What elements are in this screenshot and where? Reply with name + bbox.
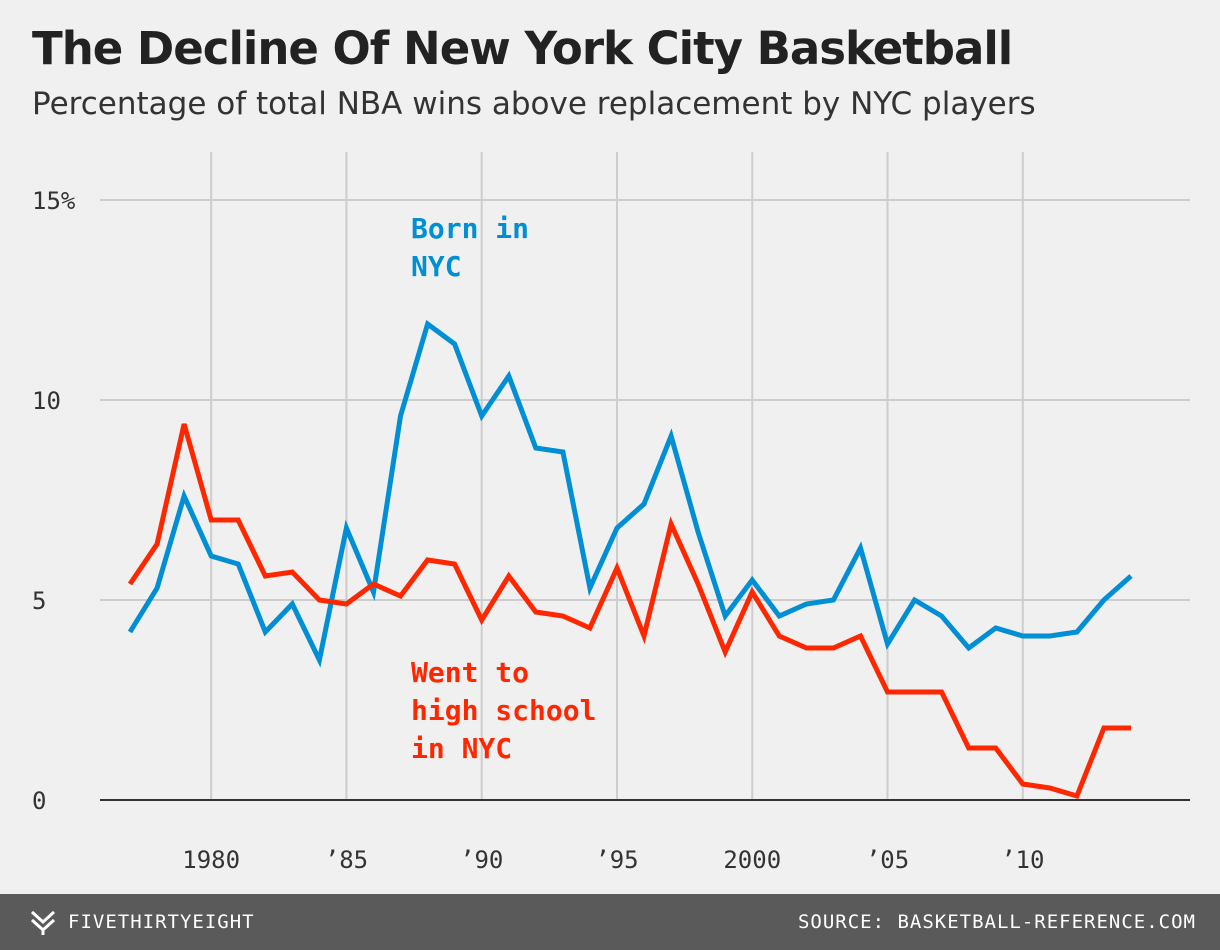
x-tick-label-2010: ’10 <box>1001 846 1044 874</box>
series-annotations: Born in NYC Went to high school in NYC <box>411 212 613 765</box>
x-tick-label-1980: 1980 <box>182 846 240 874</box>
source-credit: SOURCE: BASKETBALL-REFERENCE.COM <box>797 911 1196 933</box>
footer-bar: FIVETHIRTYEIGHT SOURCE: BASKETBALL-REFER… <box>0 894 1220 950</box>
x-axis-tick-labels: 1980 ’85 ’90 ’95 2000 ’05 ’10 <box>182 846 1044 874</box>
series-line-high-school-in-nyc <box>127 423 1131 800</box>
x-tick-label-1985: ’85 <box>325 846 368 874</box>
series-line-born-in-nyc <box>127 319 1133 668</box>
annotation-born-line-1: Born in <box>411 212 529 245</box>
brand: FIVETHIRTYEIGHT <box>30 908 255 936</box>
y-axis-tick-labels: 0 5 10 15% <box>32 187 76 815</box>
annotation-born-in-nyc: Born in NYC <box>411 212 546 283</box>
x-tick-label-1995: ’95 <box>595 846 638 874</box>
x-tick-label-2005: ’05 <box>866 846 909 874</box>
gridlines <box>100 152 1190 800</box>
y-tick-label-0: 0 <box>32 787 46 815</box>
y-tick-label-5: 5 <box>32 587 46 615</box>
line-chart: 0 5 10 15% 1980 ’85 ’90 ’95 2000 ’05 ’10 Born in … <box>32 152 1190 874</box>
x-tick-label-1990: ’90 <box>460 846 503 874</box>
fivethirtyeight-logo-icon <box>30 910 56 935</box>
annotation-hs-line-2: high school <box>411 694 596 727</box>
chart-subtitle: Percentage of total NBA wins above repla… <box>32 86 1036 122</box>
y-tick-label-15: 15% <box>32 187 76 215</box>
brand-name: FIVETHIRTYEIGHT <box>68 911 255 933</box>
series-lines <box>127 319 1133 800</box>
annotation-high-school-in-nyc: Went to high school in NYC <box>411 656 613 765</box>
y-tick-label-10: 10 <box>32 387 61 415</box>
annotation-born-line-2: NYC <box>411 250 462 283</box>
x-tick-label-2000: 2000 <box>723 846 781 874</box>
chart-title: The Decline Of New York City Basketball <box>32 22 1013 75</box>
annotation-hs-line-3: in NYC <box>411 732 512 765</box>
annotation-hs-line-1: Went to <box>411 656 529 689</box>
